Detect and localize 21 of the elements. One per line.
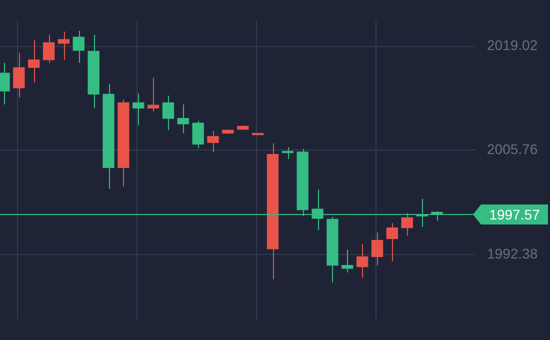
y-tick-label: 2019.02 [487,37,538,54]
candlestick [401,212,413,236]
y-tick-label: 2005.76 [487,140,538,157]
candlestick [192,120,204,149]
candlestick [342,249,354,273]
candlestick [42,34,55,64]
candlestick [371,232,384,266]
candlestick [282,146,294,160]
candlestick [72,30,84,64]
candlestick [207,130,219,152]
candlestick [147,77,160,112]
candlestick [177,104,189,134]
y-tick-label: 1992.38 [487,245,538,262]
candlestick [13,52,25,98]
candlestick [132,92,144,126]
candlestick [386,222,398,262]
candlestick [58,31,70,60]
candlestick [356,244,368,278]
candlestick [28,40,40,83]
ref-line-label: 1997.57 [489,206,540,222]
candlestick [162,95,174,131]
